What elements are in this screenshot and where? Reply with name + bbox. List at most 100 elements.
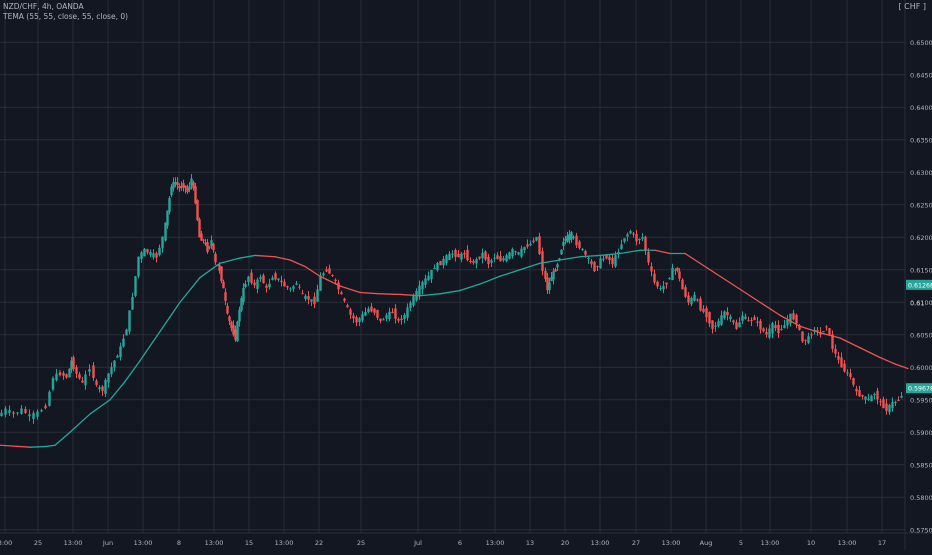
candle-body [629, 231, 632, 234]
candle-body [596, 266, 599, 268]
candle-body [493, 257, 496, 259]
candle-body [804, 339, 807, 341]
candle-body [376, 309, 379, 318]
candle-body [617, 251, 620, 254]
time-axis[interactable]: 3:00 25 13:00 Jun 13:00 8 13:00 15 13:00 22 25 Jul 6… [0, 539, 886, 547]
candle-body [274, 273, 277, 280]
candle-body [552, 271, 555, 280]
candle-body [605, 255, 608, 259]
candle-body [226, 305, 229, 314]
candle-body [355, 317, 358, 323]
candle-body [891, 402, 894, 409]
candle-body [125, 329, 128, 336]
candle-body [548, 282, 551, 291]
candle-body [304, 295, 307, 299]
x-tick-label: 13:00 [662, 539, 681, 547]
candle-body [590, 261, 593, 265]
candle-body [149, 251, 152, 255]
tema-segment [359, 291, 381, 295]
candle-body [391, 312, 394, 314]
candle-body [400, 318, 403, 321]
candle-body [230, 321, 233, 329]
candle-body [190, 178, 193, 186]
candle-body [566, 235, 569, 243]
price-badge [906, 279, 932, 290]
tema-segment [559, 256, 581, 261]
candle-body [259, 277, 262, 280]
tema-segment [0, 444, 31, 448]
candle-body [268, 283, 271, 288]
candle-body [632, 233, 635, 235]
candle-body [729, 316, 732, 320]
candle-body [825, 326, 828, 328]
candle-body [40, 410, 43, 412]
tema-segment [439, 289, 461, 295]
candle-body [382, 319, 385, 321]
tema-segment [459, 283, 481, 292]
candle-body [756, 321, 759, 323]
candle-body [44, 405, 47, 409]
candle-body [370, 306, 373, 312]
x-tick-label: Jul [413, 539, 422, 547]
candle-body [564, 238, 567, 241]
candle-body [792, 313, 795, 320]
candle-body [403, 314, 406, 320]
tema-segment [399, 293, 421, 297]
candle-body [58, 372, 62, 376]
tema-segment [894, 363, 909, 370]
x-tick-label: 13:00 [275, 539, 294, 547]
x-tick-label: 13:00 [486, 539, 505, 547]
candle-body [433, 267, 436, 269]
candle-body [668, 278, 671, 280]
candle-body [143, 248, 146, 257]
x-tick-label: 22 [315, 539, 323, 547]
candle-body [116, 355, 119, 358]
candle-body [131, 297, 134, 310]
indicator-label[interactable]: TEMA (55, 55, close, 55, close, 0) [3, 12, 129, 21]
candle-body [122, 338, 125, 347]
candle-body [885, 403, 888, 411]
candle-body [774, 325, 777, 329]
candle-body [218, 264, 221, 271]
candle-body [623, 238, 626, 242]
candle-body [647, 251, 650, 263]
price-badge-label: 0.61268 [908, 282, 932, 289]
candle-body [484, 251, 487, 260]
candle-body [650, 266, 653, 272]
candle-body [134, 276, 137, 296]
tema-segment [654, 249, 671, 255]
candle-body [310, 299, 313, 302]
candle-body [204, 242, 207, 245]
tema-segment [379, 293, 401, 296]
candle-body [693, 294, 696, 301]
tema-segment [254, 254, 276, 258]
candle-body [741, 315, 744, 321]
tema-segment [799, 325, 821, 334]
candle-body [206, 242, 209, 252]
candle-body [295, 283, 298, 285]
candle-body [560, 249, 563, 255]
candle-body [228, 316, 231, 322]
candle-body [155, 253, 158, 258]
candle-body [373, 308, 376, 313]
candle-body [822, 331, 825, 333]
candle-body [427, 275, 430, 281]
candle-body [508, 252, 511, 259]
tema-segment [739, 288, 761, 303]
candle-body [92, 365, 95, 378]
candle-body [861, 395, 864, 397]
candle-body [568, 234, 571, 241]
candle-body [735, 322, 738, 329]
candle-body [445, 255, 448, 263]
x-tick-label: 13:00 [838, 539, 857, 547]
candle-body [550, 277, 553, 282]
symbol-title: NZD/CHF, 4h, OANDA [3, 2, 84, 11]
candle-body [786, 319, 789, 326]
